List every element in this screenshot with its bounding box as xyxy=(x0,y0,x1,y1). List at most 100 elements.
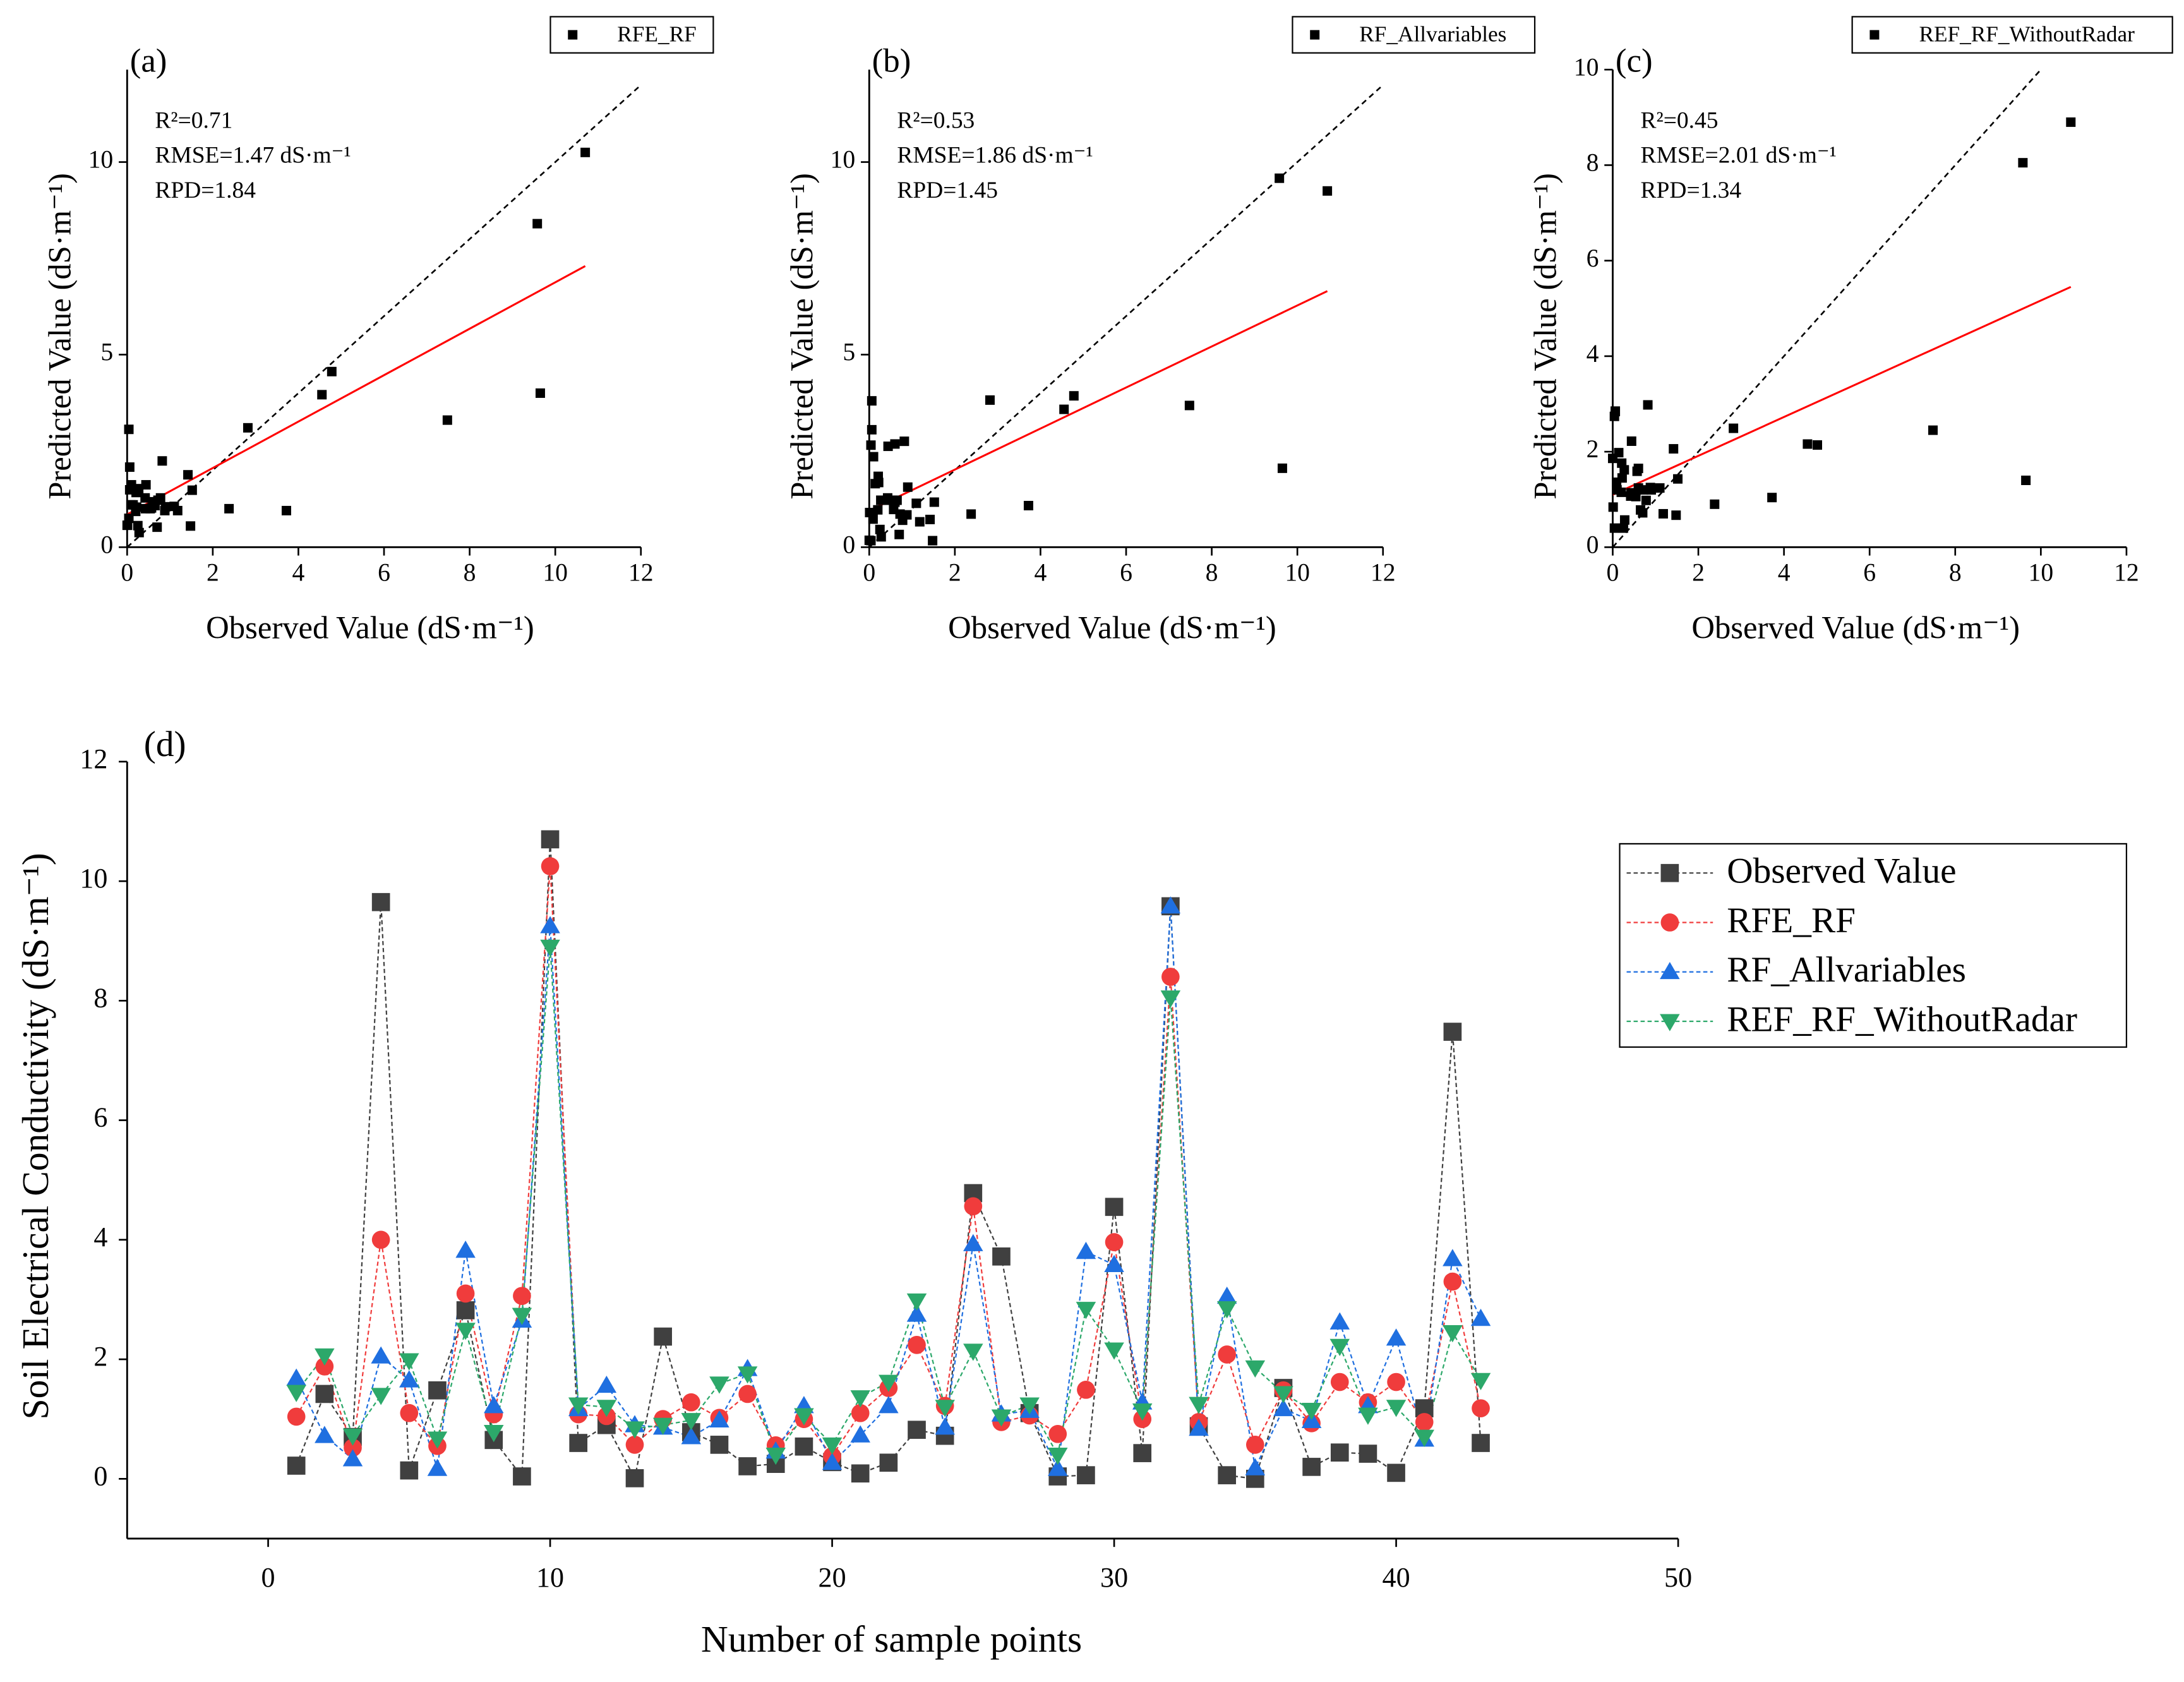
point xyxy=(148,496,158,507)
point xyxy=(1069,391,1079,401)
point xyxy=(131,507,141,517)
annotation: RPD=1.84 xyxy=(155,177,256,203)
point xyxy=(532,219,543,229)
x-tick-label: 0 xyxy=(863,559,875,587)
point xyxy=(2018,158,2028,168)
point xyxy=(1358,1407,1378,1425)
y-tick-label: 5 xyxy=(100,339,113,366)
point xyxy=(1273,1398,1293,1417)
legend-marker xyxy=(1869,30,1880,40)
legend-box xyxy=(549,16,714,54)
point xyxy=(1609,523,1619,533)
point xyxy=(157,456,167,466)
point xyxy=(681,1393,700,1412)
point xyxy=(315,1426,335,1443)
y-tick-label: 4 xyxy=(93,1222,107,1252)
point xyxy=(580,147,591,157)
point xyxy=(1658,508,1668,519)
point xyxy=(399,1370,419,1388)
point xyxy=(738,1457,757,1475)
point xyxy=(1387,1373,1405,1391)
point xyxy=(710,1436,729,1454)
point xyxy=(1671,510,1681,520)
x-tick-label: 4 xyxy=(1778,559,1791,587)
series-line xyxy=(296,866,1482,1458)
legend-label: REF_RF_WithoutRadar xyxy=(1727,999,2077,1039)
point xyxy=(152,522,162,532)
point xyxy=(1470,1308,1491,1326)
panel-label: (d) xyxy=(144,724,186,764)
point xyxy=(442,415,452,425)
y-tick-label: 12 xyxy=(80,743,107,774)
x-tick-label: 10 xyxy=(2029,559,2054,587)
point xyxy=(134,484,144,494)
point xyxy=(991,1409,1012,1427)
point xyxy=(915,517,925,527)
point xyxy=(371,1346,391,1364)
point xyxy=(894,529,904,539)
point xyxy=(1641,495,1651,505)
point xyxy=(867,396,877,406)
point xyxy=(315,1348,335,1366)
point xyxy=(1132,1403,1153,1421)
x-tick-label: 8 xyxy=(1206,559,1218,587)
point xyxy=(1612,478,1622,488)
point xyxy=(535,388,545,398)
x-tick-label: 0 xyxy=(1607,559,1619,587)
x-tick-label: 50 xyxy=(1664,1562,1692,1593)
point xyxy=(1813,440,1822,450)
point xyxy=(1077,1466,1095,1484)
point xyxy=(890,439,900,449)
point xyxy=(540,939,560,957)
point xyxy=(908,1336,926,1354)
point xyxy=(1443,1249,1463,1266)
point xyxy=(1105,1198,1124,1216)
point xyxy=(287,1407,306,1426)
point xyxy=(187,485,197,495)
legend-marker xyxy=(1660,961,1680,980)
point xyxy=(1048,1458,1068,1476)
x-tick-label: 2 xyxy=(207,559,219,587)
point xyxy=(1077,1381,1095,1399)
x-tick-label: 40 xyxy=(1383,1562,1410,1593)
point xyxy=(1359,1445,1377,1463)
point xyxy=(709,1410,729,1428)
point xyxy=(1076,1241,1096,1259)
point xyxy=(867,424,877,435)
y-axis-label: Predicted Value (dS·m⁻¹) xyxy=(1528,173,1563,500)
y-tick-label: 8 xyxy=(1587,149,1599,177)
point xyxy=(795,1437,813,1456)
point xyxy=(317,390,327,400)
identity-line xyxy=(868,84,1384,548)
point xyxy=(160,505,170,515)
point xyxy=(1415,1413,1434,1431)
point xyxy=(925,514,935,524)
point xyxy=(1277,463,1287,473)
point xyxy=(868,514,878,524)
fit-line xyxy=(126,265,586,515)
point xyxy=(483,1425,504,1443)
legend-label: RFE_RF xyxy=(1727,901,1856,940)
x-tick-label: 6 xyxy=(1863,559,1876,587)
point xyxy=(625,1436,644,1454)
point xyxy=(902,510,912,520)
point xyxy=(286,1368,306,1386)
legend-label: Observed Value xyxy=(1727,851,1956,891)
point xyxy=(1472,1399,1490,1417)
point xyxy=(568,1397,589,1415)
point xyxy=(868,452,879,462)
x-tick-label: 2 xyxy=(949,559,961,587)
point xyxy=(2066,117,2076,127)
y-tick-label: 6 xyxy=(93,1102,107,1133)
x-axis-label: Observed Value (dS·m⁻¹) xyxy=(206,610,534,645)
x-tick-label: 4 xyxy=(292,559,305,587)
point xyxy=(992,1247,1011,1266)
point xyxy=(1160,896,1181,914)
point xyxy=(512,1307,532,1325)
y-tick-label: 0 xyxy=(843,531,855,558)
x-axis-label: Observed Value (dS·m⁻¹) xyxy=(948,610,1276,645)
point xyxy=(850,1390,870,1408)
legend-label: RF_Allvariables xyxy=(1359,21,1506,46)
point xyxy=(172,505,183,515)
point xyxy=(899,436,909,447)
